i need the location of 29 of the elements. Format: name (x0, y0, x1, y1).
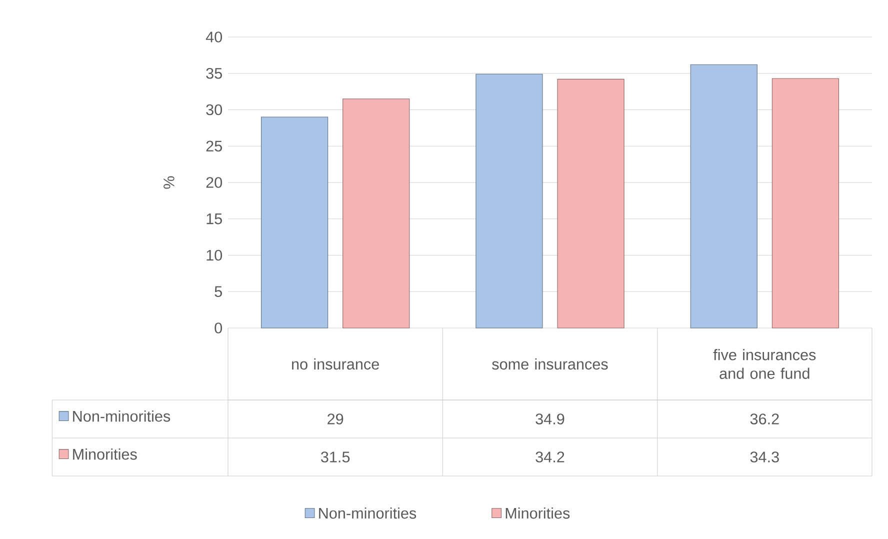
data-label: 36.2 (750, 414, 779, 424)
x-tick-label: some insurances (492, 358, 608, 370)
bar (690, 64, 758, 328)
y-tick-label: 0 (214, 322, 222, 334)
text: Minorities (73, 448, 137, 460)
x-tick-label: five insurances and one fund (713, 349, 816, 379)
y-tick-label: 35 (206, 68, 222, 79)
bar (261, 116, 328, 328)
bar (557, 78, 624, 328)
data-label: 34.2 (536, 452, 564, 462)
bar (476, 74, 543, 328)
data-label: 34.3 (750, 452, 779, 462)
y-tick-label: 5 (214, 286, 222, 297)
data-label: 29 (328, 414, 344, 424)
y-tick-label: 30 (206, 104, 222, 116)
bar (772, 78, 840, 328)
y-tick-label: 10 (206, 250, 222, 261)
y-tick-label: 25 (206, 140, 222, 152)
text: Non-minorities (319, 507, 416, 519)
x-tick-label: no insurance (292, 358, 379, 370)
legend-label: Non-minorities (73, 410, 170, 422)
y-tick-label: 15 (206, 214, 222, 224)
y-tick-label: 20 (206, 177, 222, 188)
data-label: 31.5 (321, 452, 350, 462)
data-label: 34.9 (536, 414, 564, 424)
legend-label: Minorities (506, 507, 570, 519)
bar (342, 98, 410, 328)
y-tick-label: 40 (206, 32, 222, 42)
y-axis-title: % (164, 176, 174, 189)
